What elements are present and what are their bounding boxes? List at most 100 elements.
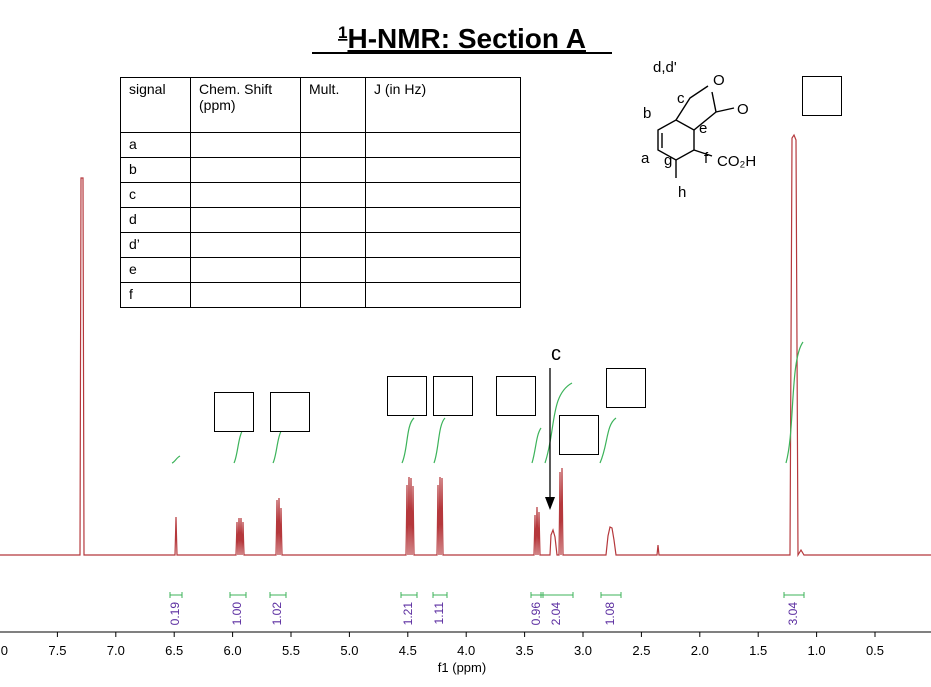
integration-value: 0.19 xyxy=(168,602,182,626)
integration-bracket xyxy=(783,592,805,598)
answer-box[interactable] xyxy=(433,376,473,416)
empty-cell[interactable] xyxy=(300,232,366,258)
x-tick-label: 1.0 xyxy=(808,643,826,658)
label-b: b xyxy=(643,105,651,122)
empty-cell[interactable] xyxy=(190,132,301,158)
oxygen-ring: O xyxy=(713,72,725,89)
label-a: a xyxy=(641,150,650,167)
empty-cell[interactable] xyxy=(365,157,521,183)
signal-cell: d xyxy=(120,207,191,233)
table-row: d xyxy=(120,207,521,233)
label-c: c xyxy=(677,90,685,107)
empty-cell[interactable] xyxy=(190,257,301,283)
empty-cell[interactable] xyxy=(190,207,301,233)
integration-bracket xyxy=(432,592,448,598)
answer-box[interactable] xyxy=(559,415,599,455)
integration-value: 0.96 xyxy=(529,602,543,626)
x-tick-label: 6.0 xyxy=(224,643,242,658)
label-h: h xyxy=(678,184,686,201)
answer-box[interactable] xyxy=(214,392,254,432)
empty-cell[interactable] xyxy=(190,282,301,308)
signal-cell: e xyxy=(120,257,191,283)
x-tick-label: 2.0 xyxy=(691,643,709,658)
empty-cell[interactable] xyxy=(365,182,521,208)
table-row: e xyxy=(120,257,521,283)
integration-value: 3.04 xyxy=(786,602,800,626)
label-d: d,d' xyxy=(653,59,677,76)
x-tick-label: 6.5 xyxy=(165,643,183,658)
x-tick-label: 4.0 xyxy=(457,643,475,658)
integration-bracket xyxy=(400,592,418,598)
answer-box[interactable] xyxy=(387,376,427,416)
x-tick-label: 7.0 xyxy=(107,643,125,658)
integration-bracket xyxy=(229,592,247,598)
table-row: f xyxy=(120,282,521,308)
dynamic-layer: 8.0 7.5 7.0 6.5 6.0 5.5 5.0 4.5 4.0 3.5 3.0 2.5 2.0 1… xyxy=(0,592,884,658)
header-cell: Mult. xyxy=(300,77,366,133)
signal-cell: a xyxy=(120,132,191,158)
empty-cell[interactable] xyxy=(190,157,301,183)
header-cell: Chem. Shift (ppm) xyxy=(190,77,301,133)
header-cell: J (in Hz) xyxy=(365,77,521,133)
empty-cell[interactable] xyxy=(190,182,301,208)
integration-value: 1.08 xyxy=(603,602,617,626)
x-tick-label: 7.5 xyxy=(48,643,66,658)
x-tick-label: 5.0 xyxy=(340,643,358,658)
signal-cell: b xyxy=(120,157,191,183)
empty-cell[interactable] xyxy=(300,207,366,233)
empty-cell[interactable] xyxy=(300,257,366,283)
table-row: b xyxy=(120,157,521,183)
integration-bracket xyxy=(540,592,574,598)
header-cell: signal xyxy=(120,77,191,133)
empty-cell[interactable] xyxy=(365,282,521,308)
answer-box[interactable] xyxy=(606,368,646,408)
integration-value: 1.21 xyxy=(401,602,415,626)
signal-cell: d’ xyxy=(120,232,191,258)
x-tick-label: 2.5 xyxy=(632,643,650,658)
x-tick-label: 1.5 xyxy=(749,643,767,658)
integration-value: 2.04 xyxy=(549,602,563,626)
integration-value: 1.00 xyxy=(230,602,244,626)
title: 1H-NMR: Section A xyxy=(338,23,586,54)
integration-value: 1.02 xyxy=(270,602,284,626)
table-header: signal Chem. Shift (ppm) Mult. J (in Hz) xyxy=(120,77,521,133)
label-f: f xyxy=(704,150,709,167)
empty-cell[interactable] xyxy=(365,232,521,258)
empty-cell[interactable] xyxy=(190,232,301,258)
x-tick-label: 8.0 xyxy=(0,643,8,658)
integral-curves xyxy=(171,341,804,464)
signal-cell: f xyxy=(120,282,191,308)
annotation: c xyxy=(551,343,561,365)
answer-box[interactable] xyxy=(802,76,842,116)
label-g: g xyxy=(664,152,672,169)
empty-cell[interactable] xyxy=(365,257,521,283)
x-axis-label: f1 (ppm) xyxy=(438,660,486,675)
label-e: e xyxy=(699,120,707,137)
table-row: c xyxy=(120,182,521,208)
empty-cell[interactable] xyxy=(300,132,366,158)
signal-cell: c xyxy=(120,182,191,208)
empty-cell[interactable] xyxy=(365,207,521,233)
arrow-head xyxy=(545,497,555,510)
empty-cell[interactable] xyxy=(300,282,366,308)
table-row: d’ xyxy=(120,232,521,258)
acid-group: CO₂H xyxy=(717,153,756,170)
x-tick-label: 3.5 xyxy=(516,643,534,658)
spectrum-line xyxy=(0,133,931,558)
integration-bracket xyxy=(600,592,622,598)
answer-box[interactable] xyxy=(496,376,536,416)
x-tick-label: 4.5 xyxy=(399,643,417,658)
empty-cell[interactable] xyxy=(365,132,521,158)
empty-cell[interactable] xyxy=(300,182,366,208)
x-tick-label: 3.0 xyxy=(574,643,592,658)
integration-value: 1.11 xyxy=(432,602,446,625)
integration-bracket xyxy=(269,592,287,598)
oxygen-carbonyl: O xyxy=(737,101,749,118)
answer-box[interactable] xyxy=(270,392,310,432)
table-row: a xyxy=(120,132,521,158)
x-tick-label: 0.5 xyxy=(866,643,884,658)
x-tick-label: 5.5 xyxy=(282,643,300,658)
empty-cell[interactable] xyxy=(300,157,366,183)
